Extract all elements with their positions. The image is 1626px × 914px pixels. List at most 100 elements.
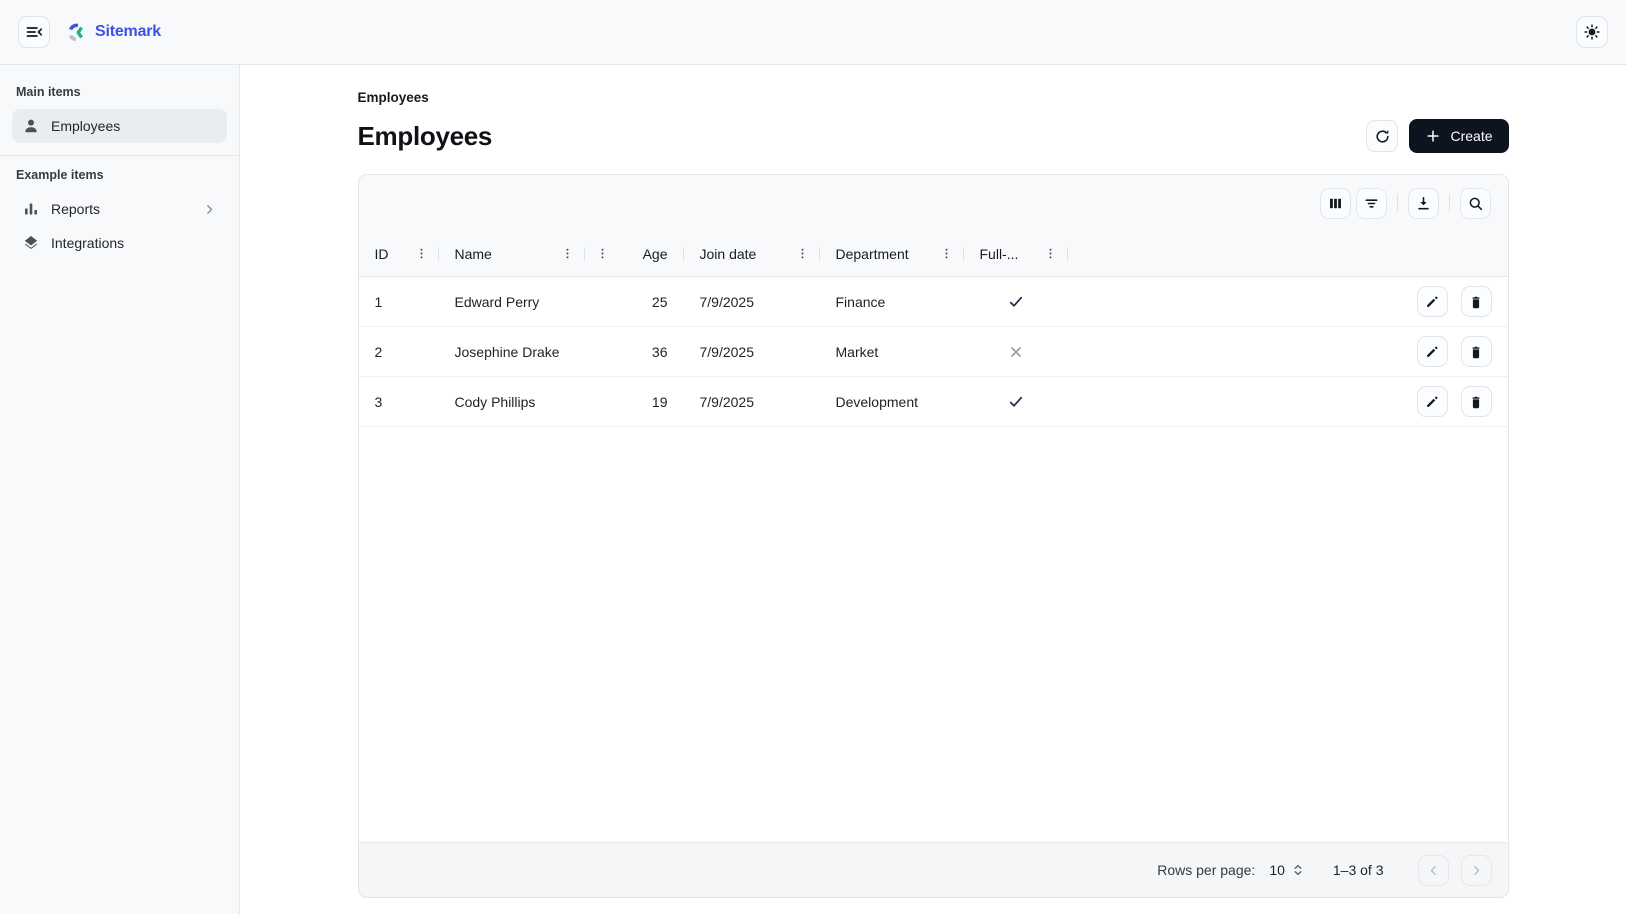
column-header-full-time[interactable]: Full-...: [964, 231, 1068, 276]
full-time-indicator: [1007, 293, 1025, 311]
grid-footer: Rows per page: 10 1–3 of 3: [358, 842, 1508, 897]
column-menu-icon[interactable]: [412, 244, 431, 263]
column-header-label: Age: [642, 245, 668, 262]
chevron-right-icon: [1469, 863, 1484, 878]
header-spacer: [1068, 231, 1348, 276]
export-button[interactable]: [1407, 187, 1439, 219]
row-spacer: [1068, 277, 1348, 326]
column-header-label: Full-...: [979, 245, 1019, 262]
column-header-id[interactable]: ID: [359, 231, 439, 276]
full-time-indicator: [1007, 393, 1025, 411]
create-button-label: Create: [1450, 128, 1493, 144]
brand-logo[interactable]: Sitemark: [66, 22, 161, 43]
column-header-join-date[interactable]: Join date: [684, 231, 820, 276]
chevron-left-icon: [1426, 863, 1441, 878]
column-header-age[interactable]: Age: [585, 231, 684, 276]
unfold-icon: [1291, 863, 1305, 877]
trash-icon: [1468, 394, 1484, 410]
toolbar-divider: [1396, 194, 1398, 212]
layers-icon: [22, 234, 40, 252]
cell-name: Edward Perry: [454, 293, 540, 310]
create-button[interactable]: Create: [1409, 119, 1509, 153]
edit-row-button[interactable]: [1416, 336, 1448, 367]
pagination-range-label: 1–3 of 3: [1332, 862, 1384, 878]
columns-button[interactable]: [1319, 187, 1351, 219]
delete-row-button[interactable]: [1460, 386, 1492, 417]
trash-icon: [1468, 294, 1484, 310]
columns-icon: [1327, 195, 1344, 212]
column-header-label: Department: [835, 245, 909, 262]
plus-icon: [1425, 128, 1441, 144]
filter-button[interactable]: [1355, 187, 1387, 219]
previous-page-button[interactable]: [1417, 854, 1449, 886]
cell-id: 1: [374, 293, 383, 310]
row-spacer: [1068, 327, 1348, 376]
delete-row-button[interactable]: [1460, 336, 1492, 367]
rows-per-page-select[interactable]: 10: [1269, 862, 1305, 878]
nav-section-label-example: Example items: [16, 168, 104, 182]
cell-join-date: 7/9/2025: [699, 393, 755, 410]
rows-per-page-value: 10: [1269, 862, 1285, 878]
refresh-icon: [1374, 128, 1391, 145]
cell-department: Market: [835, 343, 879, 360]
refresh-button[interactable]: [1366, 120, 1399, 152]
next-page-button[interactable]: [1460, 854, 1492, 886]
table-row[interactable]: 2 Josephine Drake 36 7/9/2025 Market: [358, 327, 1508, 377]
check-icon: [1007, 393, 1025, 411]
cross-icon: [1007, 343, 1025, 361]
download-icon: [1415, 195, 1432, 212]
cell-name: Josephine Drake: [454, 343, 560, 360]
bar-chart-icon: [22, 200, 40, 218]
sidebar-item-reports[interactable]: Reports: [12, 192, 227, 226]
person-icon: [22, 117, 40, 135]
search-icon: [1467, 195, 1484, 212]
column-header-label: Join date: [699, 245, 757, 262]
data-grid: ID Name Age Join date: [357, 174, 1509, 898]
pencil-icon: [1424, 344, 1440, 360]
column-header-label: Name: [454, 245, 492, 262]
trash-icon: [1468, 344, 1484, 360]
sidebar-item-integrations[interactable]: Integrations: [12, 226, 227, 260]
sidebar-item-label: Employees: [51, 118, 121, 134]
page-title: Employees: [357, 120, 493, 151]
column-header-label: ID: [374, 245, 389, 262]
check-icon: [1007, 293, 1025, 311]
pencil-icon: [1424, 294, 1440, 310]
column-menu-icon[interactable]: [593, 244, 612, 263]
sidebar-toggle-button[interactable]: [18, 16, 50, 48]
grid-empty-area: [358, 427, 1508, 842]
column-menu-icon[interactable]: [937, 244, 956, 263]
sidebar-item-label: Integrations: [51, 235, 125, 251]
sitemark-logo-icon: [66, 22, 87, 43]
cell-age: 19: [651, 393, 668, 410]
column-menu-icon[interactable]: [558, 244, 577, 263]
table-row[interactable]: 3 Cody Phillips 19 7/9/2025 Development: [358, 377, 1508, 427]
filter-icon: [1363, 195, 1380, 212]
row-spacer: [1068, 377, 1348, 426]
column-header-department[interactable]: Department: [820, 231, 964, 276]
nav-section-label-main: Main items: [16, 85, 81, 99]
cell-id: 2: [374, 343, 383, 360]
breadcrumb: Employees: [357, 90, 429, 105]
delete-row-button[interactable]: [1460, 286, 1492, 317]
cell-name: Cody Phillips: [454, 393, 536, 410]
app-bar: Sitemark: [0, 0, 1626, 65]
cell-join-date: 7/9/2025: [699, 293, 755, 310]
sidebar-item-employees[interactable]: Employees: [12, 109, 227, 143]
sun-icon: [1583, 23, 1601, 41]
column-menu-icon[interactable]: [793, 244, 812, 263]
grid-header-row: ID Name Age Join date: [358, 231, 1508, 277]
sidebar: Main items Employees Example items Repor…: [0, 65, 240, 914]
table-row[interactable]: 1 Edward Perry 25 7/9/2025 Finance: [358, 277, 1508, 327]
theme-toggle-button[interactable]: [1576, 16, 1608, 48]
cell-age: 25: [651, 293, 668, 310]
edit-row-button[interactable]: [1416, 286, 1448, 317]
grid-toolbar: [358, 175, 1508, 231]
column-header-name[interactable]: Name: [439, 231, 585, 276]
sidebar-divider: [0, 155, 239, 156]
menu-collapse-icon: [25, 23, 43, 41]
edit-row-button[interactable]: [1416, 386, 1448, 417]
search-button[interactable]: [1459, 187, 1491, 219]
column-menu-icon[interactable]: [1041, 244, 1060, 263]
